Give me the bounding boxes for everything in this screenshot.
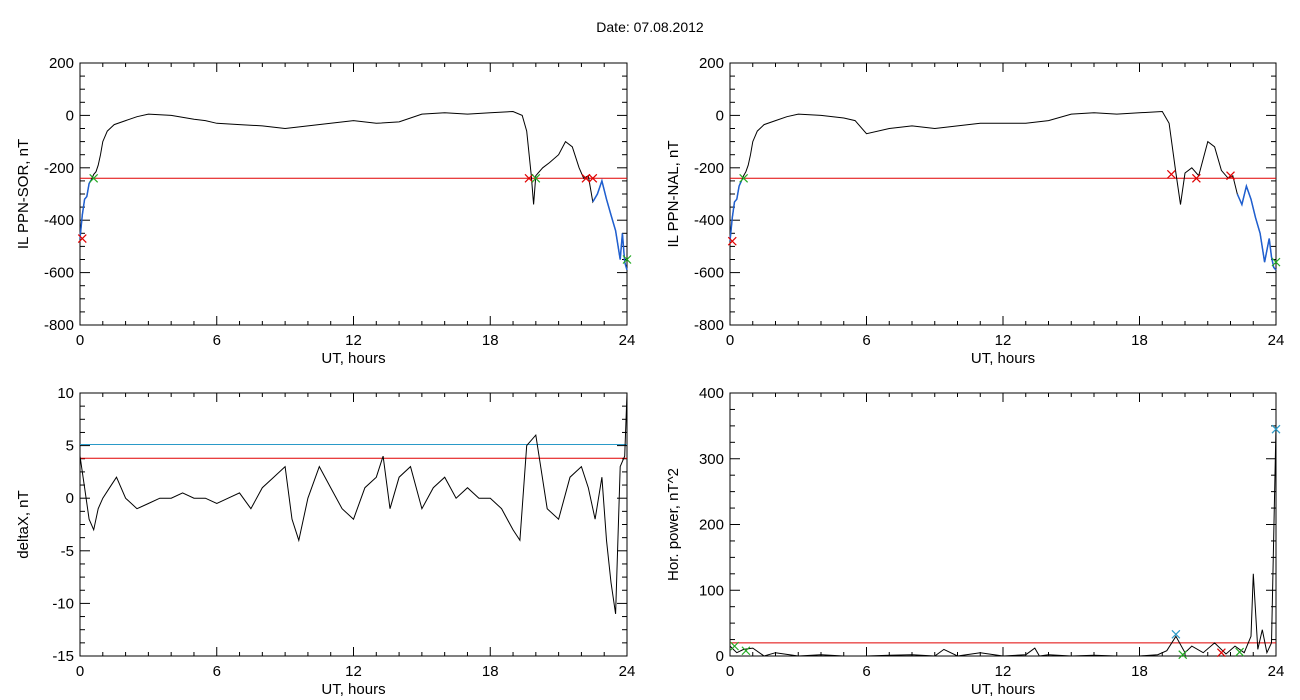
y-axis-label: IL PPN-NAL, nT [665, 141, 682, 248]
y-tick-label: 0 [716, 648, 724, 665]
event-marker [1271, 257, 1281, 267]
x-tick-label: 6 [213, 332, 221, 349]
chart-panel-1: 0 6 12 18 24 -800 -600 -400 -200 0 200 UT, hours IL … [15, 55, 635, 367]
x-tick-label: 24 [1268, 663, 1285, 680]
y-tick-label: 200 [699, 55, 724, 72]
page-title: Date: 07.08.2012 [596, 19, 704, 35]
y-tick-label: -200 [694, 160, 724, 177]
y-tick-label: -800 [694, 317, 724, 334]
y-tick-label: 300 [699, 451, 724, 468]
series-highlight [79, 179, 93, 239]
y-tick-label: -800 [44, 317, 74, 334]
plot-frame [729, 62, 1277, 326]
x-tick-label: 6 [862, 332, 870, 349]
y-tick-label: 100 [699, 582, 724, 599]
event-marker [77, 234, 87, 243]
series-highlight [592, 178, 628, 271]
x-tick-label: 18 [482, 332, 499, 349]
x-tick-label: 24 [619, 332, 636, 349]
event-marker [730, 641, 739, 651]
series-line [79, 392, 628, 614]
x-tick-label: 0 [726, 332, 734, 349]
chart-panel-3: 0 6 12 18 24 -15 -10 -5 0 5 10 UT, hours deltaX, nT [15, 385, 635, 698]
event-marker [581, 173, 591, 183]
x-tick-label: 24 [619, 663, 636, 680]
x-tick-label: 12 [345, 332, 362, 349]
x-tick-label: 6 [862, 663, 870, 680]
x-tick-label: 18 [1131, 332, 1148, 349]
y-tick-label: 0 [66, 490, 74, 507]
x-tick-label: 6 [213, 663, 221, 680]
y-tick-label: 10 [57, 385, 74, 402]
x-tick-label: 12 [995, 663, 1012, 680]
y-tick-label: 400 [699, 385, 724, 402]
y-tick-label: 0 [66, 107, 74, 124]
y-axis-label: IL PPN-SOR, nT [15, 139, 32, 249]
series-highlight [1236, 183, 1277, 271]
event-marker [588, 173, 598, 183]
x-axis-label: UT, hours [321, 681, 385, 698]
plot-frame [729, 392, 1277, 657]
plot-frame [79, 62, 628, 326]
x-tick-label: 18 [482, 663, 499, 680]
y-tick-label: -400 [44, 212, 74, 229]
chart-panel-4: 0 6 12 18 24 0 100 200 300 400 UT, hours Hor. power… [665, 385, 1284, 698]
y-tick-label: -200 [44, 160, 74, 177]
x-tick-label: 0 [726, 663, 734, 680]
plot-frame [79, 392, 628, 657]
y-tick-label: 5 [66, 438, 74, 455]
y-tick-label: -10 [52, 595, 74, 612]
x-axis-label: UT, hours [321, 350, 385, 367]
x-tick-label: 12 [345, 663, 362, 680]
y-axis-label: deltaX, nT [15, 490, 32, 558]
event-marker [1271, 424, 1281, 434]
event-marker [1166, 169, 1176, 179]
x-axis-label: UT, hours [971, 681, 1035, 698]
y-tick-label: 200 [699, 517, 724, 534]
x-tick-label: 0 [76, 332, 84, 349]
y-tick-label: -5 [61, 543, 74, 560]
series-line [729, 425, 1277, 657]
x-axis-label: UT, hours [971, 350, 1035, 367]
event-marker [89, 173, 99, 183]
x-tick-label: 24 [1268, 332, 1285, 349]
event-marker [1216, 648, 1226, 658]
event-marker [1226, 171, 1235, 181]
event-marker [1191, 173, 1201, 183]
event-marker [531, 173, 541, 183]
event-marker [727, 236, 737, 246]
y-tick-label: 0 [716, 107, 724, 124]
event-marker [739, 173, 749, 183]
x-tick-label: 12 [995, 332, 1012, 349]
series-line [729, 110, 1277, 271]
event-marker [1178, 650, 1188, 660]
y-tick-label: -15 [52, 648, 74, 665]
event-marker [622, 255, 632, 264]
y-tick-label: 200 [49, 55, 74, 72]
chart-panel-2: 0 6 12 18 24 -800 -600 -400 -200 0 200 UT, hours IL … [665, 55, 1284, 367]
x-tick-label: 0 [76, 663, 84, 680]
y-tick-label: -400 [694, 212, 724, 229]
x-tick-label: 18 [1131, 663, 1148, 680]
event-marker [524, 173, 534, 183]
event-marker [741, 646, 751, 656]
event-marker [1235, 647, 1245, 657]
y-tick-label: -600 [44, 265, 74, 282]
series-line [79, 110, 628, 271]
series-highlight [729, 180, 743, 242]
event-marker [1171, 629, 1181, 639]
y-tick-label: -600 [694, 265, 724, 282]
y-axis-label: Hor. power, nT^2 [665, 468, 682, 581]
